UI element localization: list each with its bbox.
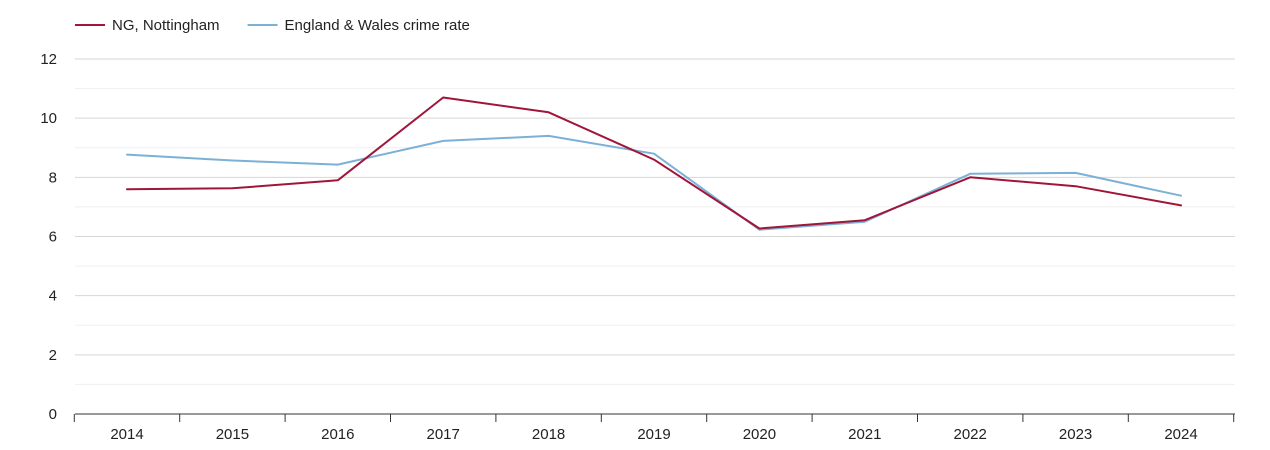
series-line-2 [126,134,1182,231]
x-tick-label: 2024 [1164,426,1197,443]
legend: NG, Nottingham England & Wales crime rate [75,17,470,34]
y-tick-label: 6 [49,229,57,246]
series-layer [126,96,1182,231]
x-tick-label: 2018 [532,426,565,443]
y-tick-label: 2 [49,347,57,364]
x-tick-label: 2015 [216,426,249,443]
legend-label: England & Wales crime rate [285,17,470,34]
x-tick-label: 2023 [1059,426,1092,443]
x-tick-label: 2014 [110,426,143,443]
x-tick-label: 2016 [321,426,354,443]
y-tick-label: 4 [49,288,57,305]
x-tick-label: 2020 [743,426,776,443]
y-tick-label: 8 [49,169,57,186]
y-tick-label: 12 [40,51,57,68]
x-tick-label: 2021 [848,426,881,443]
grid-layer [75,58,1235,385]
y-tick-label: 0 [49,406,57,423]
x-tick-label: 2022 [954,426,987,443]
series-line-1 [126,96,1182,230]
x-tick-label: 2017 [427,426,460,443]
y-tick-label: 10 [40,110,57,127]
legend-label: NG, Nottingham [112,17,220,34]
axis-layer: 0 2 4 6 8 10 12 2014 2015 2016 2017 2018 2019 2020 202… [40,51,1235,443]
x-tick-label: 2019 [637,426,670,443]
